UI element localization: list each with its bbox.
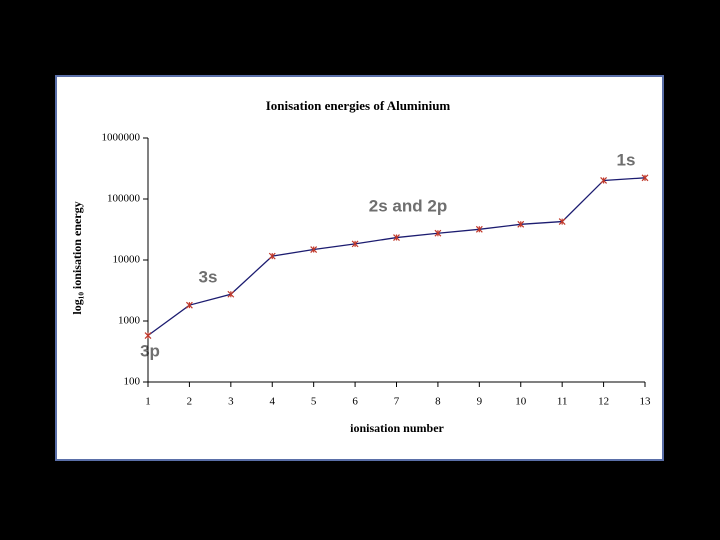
data-point [558, 218, 566, 226]
x-tick-label: 12 [598, 396, 609, 408]
x-tick-label: 8 [435, 396, 441, 408]
x-tick-label: 11 [557, 396, 568, 408]
y-tick-label: 100000 [107, 193, 141, 205]
x-tick-label: 13 [640, 396, 652, 408]
y-tick-label: 1000 [118, 315, 141, 327]
x-axis-label: ionisation number [350, 421, 444, 435]
data-point [393, 234, 400, 241]
y-tick-label: 100 [124, 376, 141, 388]
data-point [641, 174, 649, 182]
x-tick-label: 9 [477, 396, 483, 408]
x-tick-label: 10 [515, 396, 527, 408]
annotation: 2s and 2p [369, 196, 447, 215]
annotation: 3s [199, 267, 218, 286]
x-tick-label: 2 [187, 396, 193, 408]
data-point [351, 240, 359, 248]
x-tick-label: 5 [311, 396, 317, 408]
y-axis-label: log₁₀ ionisation energy [70, 201, 84, 314]
y-tick-label: 1000000 [102, 132, 141, 144]
data-point [475, 225, 483, 233]
data-point [517, 220, 525, 228]
data-point [144, 332, 152, 339]
data-point [310, 246, 318, 253]
chart-title: Ionisation energies of Aluminium [266, 98, 451, 113]
y-tick-label: 10000 [113, 254, 141, 266]
x-tick-label: 3 [228, 396, 234, 408]
x-tick-label: 7 [394, 396, 400, 408]
data-point [227, 290, 235, 298]
x-tick-label: 6 [352, 396, 358, 408]
x-tick-label: 4 [270, 396, 276, 408]
chart-panel [55, 75, 664, 461]
annotation: 3p [140, 341, 160, 360]
data-point [434, 229, 442, 237]
data-point [185, 301, 193, 309]
annotation: 1s [617, 150, 636, 169]
data-point [268, 252, 276, 260]
x-tick-label: 1 [145, 396, 151, 408]
data-point [600, 177, 608, 184]
